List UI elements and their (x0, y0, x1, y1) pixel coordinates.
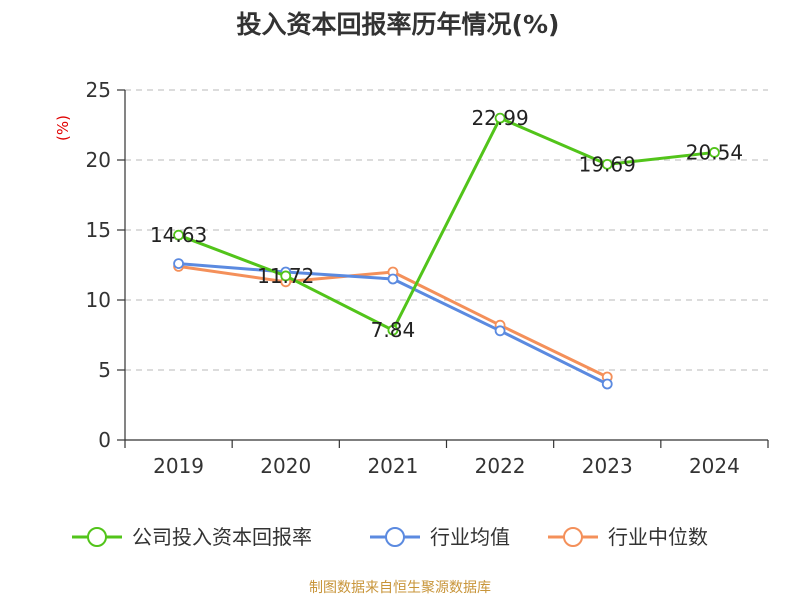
data-point-industry_avg (387, 273, 399, 285)
legend-item-company[interactable]: 公司投入资本回报率 (72, 525, 312, 549)
x-tick-label: 2020 (260, 454, 311, 478)
data-point-company (709, 147, 720, 158)
y-tick-label: 10 (86, 288, 111, 312)
data-point-company (494, 112, 506, 124)
x-tick-label: 2024 (689, 454, 740, 478)
data-label: 22.99 (471, 106, 528, 130)
legend-label: 行业中位数 (608, 525, 708, 549)
y-tick-label: 15 (86, 218, 111, 242)
x-tick-label: 2019 (153, 454, 204, 478)
y-tick-label: 5 (98, 358, 111, 382)
series-line-company (177, 116, 716, 332)
data-label: 7.84 (371, 318, 416, 342)
legend-item-industry_median[interactable]: 行业中位数 (548, 525, 708, 549)
y-tick-label: 0 (98, 428, 111, 452)
x-tick-label: 2022 (475, 454, 526, 478)
axes: 0 5 10 15 20 25 2019 2020 2021 2022 2023 2024 (86, 78, 769, 478)
data-labels: 14.63 11.72 7.84 22.99 19.69 20.54 (150, 106, 743, 342)
legend-item-industry_avg[interactable]: 行业均值 (370, 525, 510, 549)
source-note: 制图数据来自恒生聚源数据库 (309, 580, 491, 596)
data-point-industry_avg (601, 378, 613, 390)
data-point-industry_avg (494, 325, 506, 337)
x-tick-label: 2021 (367, 454, 418, 478)
data-label: 11.72 (257, 264, 314, 288)
data-point-industry_avg (173, 258, 184, 270)
y-axis-label: (%) (54, 115, 72, 141)
y-tick-label: 20 (86, 148, 111, 172)
data-point-company (601, 158, 613, 170)
data-label: 19.69 (579, 152, 636, 176)
legend-swatch-marker (385, 527, 405, 547)
data-point-company (280, 270, 292, 282)
legend: 公司投入资本回报率 行业均值 行业中位数 (72, 525, 708, 549)
series-lines (173, 112, 720, 390)
data-label: 20.54 (686, 140, 743, 164)
gridlines (125, 89, 768, 371)
x-tick-label: 2023 (582, 454, 633, 478)
chart-title: 投入资本回报率历年情况(%) (237, 10, 560, 39)
y-tick-label: 25 (86, 78, 111, 102)
legend-swatch-marker (87, 527, 107, 547)
data-label: 14.63 (150, 223, 207, 247)
legend-swatch-marker (563, 527, 583, 547)
data-point-company (173, 229, 184, 241)
data-point-company (387, 324, 399, 336)
legend-label: 行业均值 (430, 525, 510, 549)
legend-label: 公司投入资本回报率 (132, 525, 312, 549)
